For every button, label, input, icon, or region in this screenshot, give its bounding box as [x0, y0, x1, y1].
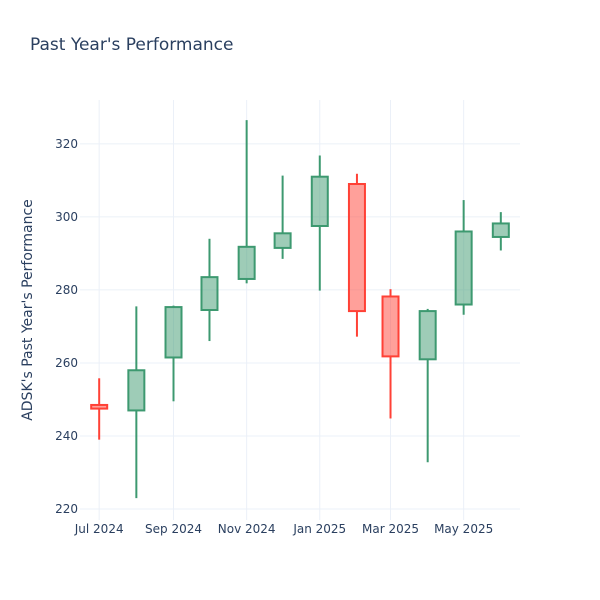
x-axis-ticks: Jul 2024 Sep 2024 Nov 2024 Jan 2025 Mar 2025… [74, 522, 493, 536]
y-axis-title: ADSK's Past Year's Performance [20, 199, 36, 421]
candle-body-decreasing [347, 183, 366, 313]
candle-body-increasing [418, 310, 437, 361]
candle-body-increasing [310, 175, 329, 227]
candle-body-increasing [491, 222, 510, 238]
x-tick-label: Nov 2024 [218, 522, 276, 536]
x-tick-label: May 2025 [434, 522, 493, 536]
candle-body-decreasing [381, 295, 400, 358]
grid-lines [80, 100, 520, 520]
candle-body-decreasing [90, 403, 109, 410]
y-tick-label: 320 [55, 137, 78, 151]
y-tick-label: 240 [55, 429, 78, 443]
y-tick-label: 300 [55, 210, 78, 224]
chart-title: Past Year's Performance [30, 35, 234, 55]
y-tick-label: 220 [55, 502, 78, 516]
x-tick-label: Jul 2024 [74, 522, 124, 536]
candle-bodies [90, 175, 510, 412]
x-tick-label: Jan 2025 [292, 522, 346, 536]
candle-body-increasing [237, 245, 256, 280]
candle-body-increasing [273, 232, 292, 249]
y-axis-ticks: 220 240 260 280 300 320 [55, 137, 78, 516]
candle-body-increasing [454, 230, 473, 306]
candle-body-increasing [127, 369, 146, 412]
x-tick-label: Mar 2025 [362, 522, 419, 536]
y-tick-label: 260 [55, 356, 78, 370]
candle-body-increasing [164, 306, 183, 359]
candle-body-increasing [200, 276, 219, 311]
x-tick-label: Sep 2024 [145, 522, 202, 536]
candle-wicks [98, 120, 502, 499]
y-tick-label: 280 [55, 283, 78, 297]
